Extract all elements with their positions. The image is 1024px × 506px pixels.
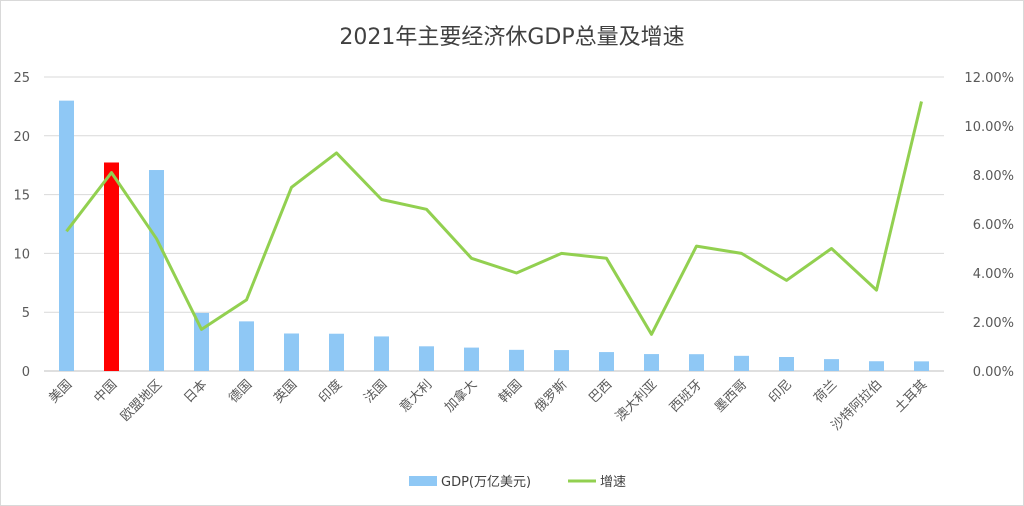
bar-沙特阿拉伯 bbox=[869, 361, 884, 371]
category-label: 英国 bbox=[271, 377, 300, 406]
category-label: 荷兰 bbox=[811, 377, 840, 406]
category-label: 俄罗斯 bbox=[532, 377, 570, 415]
bar-澳大利亚 bbox=[644, 354, 659, 371]
legend-swatch-gdp bbox=[409, 476, 437, 486]
category-label: 中国 bbox=[91, 377, 120, 406]
category-label: 印度 bbox=[316, 377, 346, 407]
category-label: 加拿大 bbox=[441, 377, 480, 416]
gridlines bbox=[44, 76, 944, 372]
bar-法国 bbox=[374, 336, 389, 371]
category-label: 印尼 bbox=[766, 377, 795, 406]
category-label: 澳大利亚 bbox=[612, 377, 660, 425]
category-label: 美国 bbox=[46, 377, 75, 406]
bar-加拿大 bbox=[464, 347, 479, 371]
left-tick-label: 10 bbox=[13, 247, 30, 262]
line-series bbox=[65, 101, 923, 336]
left-tick-label: 0 bbox=[22, 365, 30, 380]
bar-荷兰 bbox=[824, 359, 839, 371]
right-tick-label: 10.00% bbox=[964, 120, 1014, 135]
bar-印度 bbox=[329, 333, 344, 371]
right-tick-label: 12.00% bbox=[964, 71, 1014, 86]
right-axis-ticks: 0.00% 2.00% 4.00% 6.00% 8.00% 10.00% 12.00% bbox=[964, 71, 1014, 380]
bar-墨西哥 bbox=[734, 355, 749, 371]
left-tick-label: 15 bbox=[13, 189, 30, 204]
growth-line bbox=[65, 101, 923, 336]
left-tick-label: 25 bbox=[13, 71, 30, 86]
category-label: 土耳其 bbox=[892, 377, 930, 415]
right-tick-label: 4.00% bbox=[973, 267, 1014, 282]
category-label: 法国 bbox=[361, 377, 390, 406]
category-label: 西班牙 bbox=[667, 377, 705, 415]
bar-俄罗斯 bbox=[554, 350, 569, 371]
category-label: 墨西哥 bbox=[712, 377, 750, 415]
bar-巴西 bbox=[599, 352, 614, 371]
bar-印尼 bbox=[779, 357, 794, 371]
right-tick-label: 8.00% bbox=[973, 169, 1014, 184]
category-label: 日本 bbox=[181, 377, 210, 406]
legend-label-gdp: GDP(万亿美元) bbox=[441, 475, 531, 490]
category-label: 意大利 bbox=[396, 377, 435, 416]
left-tick-label: 20 bbox=[13, 130, 30, 145]
left-axis-ticks: 0 5 10 15 20 25 bbox=[13, 71, 30, 380]
legend: GDP(万亿美元) 增速 bbox=[409, 475, 626, 490]
bar-series bbox=[59, 100, 929, 371]
bar-德国 bbox=[239, 321, 254, 371]
right-tick-label: 6.00% bbox=[973, 218, 1014, 233]
category-label: 欧盟地区 bbox=[118, 377, 165, 424]
bar-土耳其 bbox=[914, 361, 929, 371]
bar-韩国 bbox=[509, 349, 524, 371]
category-label: 巴西 bbox=[586, 377, 615, 406]
legend-label-growth: 增速 bbox=[600, 475, 626, 490]
bar-欧盟地区 bbox=[149, 170, 164, 371]
bar-英国 bbox=[284, 333, 299, 371]
bar-西班牙 bbox=[689, 354, 704, 371]
left-tick-label: 5 bbox=[22, 306, 30, 321]
right-tick-label: 0.00% bbox=[973, 365, 1014, 380]
bar-美国 bbox=[59, 100, 74, 371]
bar-中国 bbox=[104, 162, 119, 371]
category-label: 德国 bbox=[226, 377, 255, 406]
bar-意大利 bbox=[419, 346, 434, 371]
chart-title: 2021年主要经济休GDP总量及增速 bbox=[339, 25, 684, 50]
category-label: 韩国 bbox=[496, 377, 525, 406]
right-tick-label: 2.00% bbox=[973, 316, 1014, 331]
